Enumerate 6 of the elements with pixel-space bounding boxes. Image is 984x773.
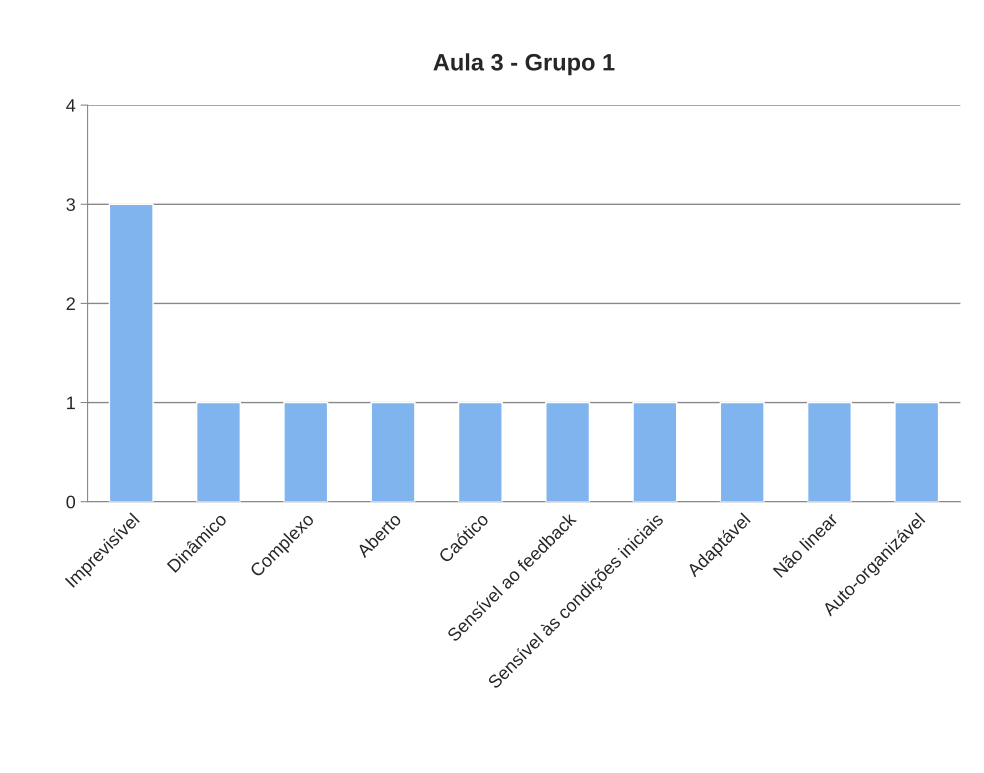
y-tick-label: 0: [66, 496, 76, 508]
chart-title: Aula 3 - Grupo 1: [433, 53, 615, 76]
y-tick-label: 2: [66, 297, 75, 310]
y-tick-label: 1: [67, 396, 75, 410]
y-tick-label: 4: [66, 99, 76, 112]
y-tick-label: 3: [66, 198, 75, 211]
